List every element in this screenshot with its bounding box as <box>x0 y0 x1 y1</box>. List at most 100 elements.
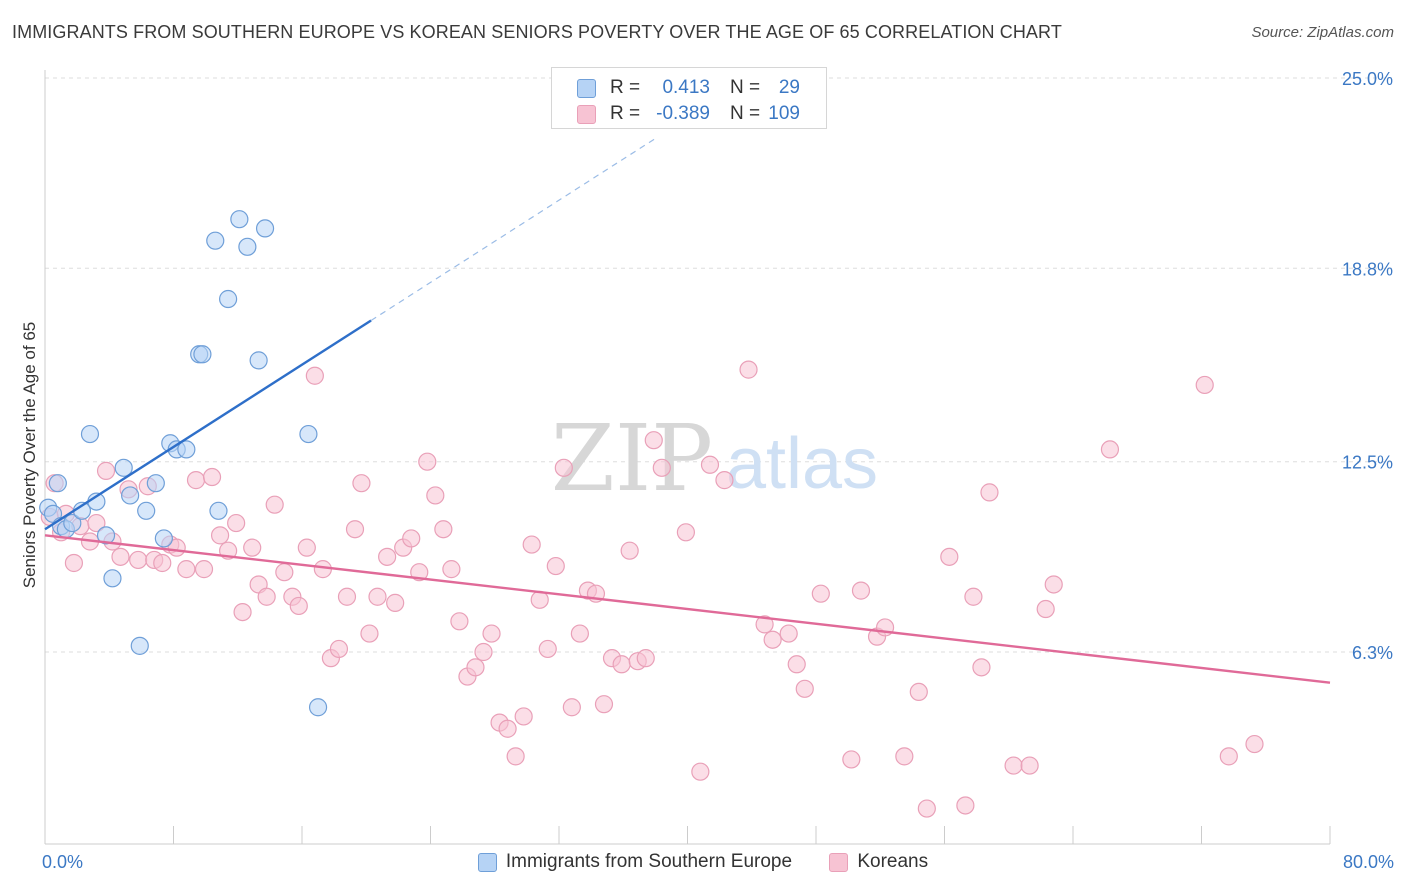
koreans-point-15 <box>153 553 172 573</box>
koreans-point-93 <box>895 747 914 766</box>
koreans-point-49 <box>426 486 445 505</box>
koreans-point-58 <box>498 719 517 738</box>
watermark-atlas: atlas <box>726 424 878 504</box>
r-value: 0.413 <box>662 77 710 98</box>
koreans-point-28 <box>257 587 276 606</box>
bottom-legend: Immigrants from Southern Europe Koreans <box>0 851 1406 878</box>
southern-europe-point-2 <box>48 474 67 493</box>
southern-europe-point-27 <box>249 351 268 370</box>
koreans-point-73 <box>620 541 639 560</box>
koreans-point-42 <box>368 587 387 606</box>
n-value: 109 <box>768 103 800 124</box>
southern-europe-point-25 <box>230 210 249 229</box>
koreans-point-55 <box>474 642 493 662</box>
southern-europe-point-12 <box>121 486 140 505</box>
koreans-point-29 <box>265 495 284 514</box>
koreans-point-35 <box>313 560 332 579</box>
koreans-point-96 <box>940 547 959 566</box>
southern-europe-point-5 <box>63 513 82 533</box>
koreans-point-38 <box>337 587 357 606</box>
koreans-point-102 <box>1020 756 1039 775</box>
koreans-point-47 <box>410 563 429 582</box>
koreans-point-90 <box>851 581 871 600</box>
koreans-point-32 <box>289 596 308 616</box>
n-label: N = <box>730 103 761 124</box>
koreans-point-21 <box>202 467 222 487</box>
koreans-point-104 <box>1044 575 1063 594</box>
axes <box>44 70 1331 845</box>
pink-swatch <box>829 852 849 872</box>
koreans-point-4 <box>64 553 84 573</box>
southern-europe-point-11 <box>114 458 133 477</box>
koreans-point-78 <box>676 523 695 542</box>
koreans-point-105 <box>1100 440 1120 459</box>
koreans-point-8 <box>96 461 116 480</box>
koreans-point-59 <box>506 747 525 766</box>
koreans-point-65 <box>554 458 573 477</box>
koreans-point-94 <box>909 682 928 702</box>
r-label: R = <box>610 77 641 98</box>
blue-swatch <box>577 79 596 98</box>
watermark-zip: ZIP <box>551 405 713 512</box>
koreans-point-60 <box>514 707 533 726</box>
r-label: R = <box>610 103 641 124</box>
koreans-point-52 <box>450 612 469 631</box>
koreans-point-7 <box>87 513 106 533</box>
koreans-point-41 <box>360 624 379 643</box>
koreans-point-81 <box>715 471 734 490</box>
koreans-point-107 <box>1219 747 1238 766</box>
koreans-point-101 <box>1004 756 1023 775</box>
koreans-point-66 <box>562 698 581 717</box>
koreans-point-103 <box>1036 599 1055 619</box>
southern-europe-point-9 <box>96 526 116 545</box>
koreans-point-22 <box>210 526 230 545</box>
y-tick-label-2: 18.8% <box>1342 259 1393 279</box>
koreans-point-84 <box>763 630 782 649</box>
y-tick-label-3: 25.0% <box>1342 69 1393 89</box>
koreans-point-34 <box>305 366 324 385</box>
koreans-trend-line <box>44 534 1331 684</box>
koreans-point-18 <box>177 560 196 579</box>
legend-label: Immigrants from Southern Europe <box>505 851 793 872</box>
koreans-point-46 <box>402 529 421 548</box>
southern-europe-point-30 <box>308 698 328 717</box>
southern-europe-point-24 <box>219 289 238 309</box>
legend-item-koreans: Koreans <box>829 851 928 873</box>
southern-europe-point-19 <box>177 440 196 459</box>
koreans-point-88 <box>811 584 830 603</box>
southern-europe-point-14 <box>137 501 156 520</box>
southern-europe-trend-extension <box>370 137 656 321</box>
southern-europe-trend-line <box>44 319 372 531</box>
koreans-point-26 <box>243 538 262 557</box>
r-value: -0.389 <box>656 103 710 124</box>
koreans-point-75 <box>636 649 655 668</box>
koreans-point-87 <box>795 679 814 698</box>
y-tick-label-1: 12.5% <box>1342 453 1393 473</box>
koreans-point-72 <box>612 655 631 674</box>
koreans-point-64 <box>546 556 565 576</box>
southern-europe-point-13 <box>130 636 149 655</box>
legend-item-southern-europe: Immigrants from Southern Europe <box>477 851 793 873</box>
koreans-point-50 <box>434 520 453 539</box>
x-tick-min: 0.0% <box>42 852 84 872</box>
pink-swatch <box>577 105 596 124</box>
koreans-point-30 <box>275 563 294 582</box>
koreans-point-12 <box>129 550 148 570</box>
koreans-point-89 <box>842 750 861 769</box>
koreans-point-51 <box>442 560 461 579</box>
koreans-point-106 <box>1195 375 1214 395</box>
southern-europe-point-29 <box>299 424 318 444</box>
southern-europe-point-16 <box>154 529 173 548</box>
koreans-point-19 <box>186 471 206 490</box>
source-note: Source: ZipAtlas.com <box>1251 24 1394 41</box>
koreans-point-67 <box>570 624 589 643</box>
koreans-point-108 <box>1245 734 1264 754</box>
koreans-point-99 <box>972 658 991 677</box>
y-tick-labels: 6.3% 12.5% 18.8% 25.0% <box>1342 69 1393 663</box>
koreans-point-100 <box>980 483 999 502</box>
koreans-point-61 <box>522 535 541 554</box>
koreans-point-80 <box>700 455 720 474</box>
legend-label: Koreans <box>857 851 929 872</box>
southern-europe-point-21 <box>193 345 212 364</box>
